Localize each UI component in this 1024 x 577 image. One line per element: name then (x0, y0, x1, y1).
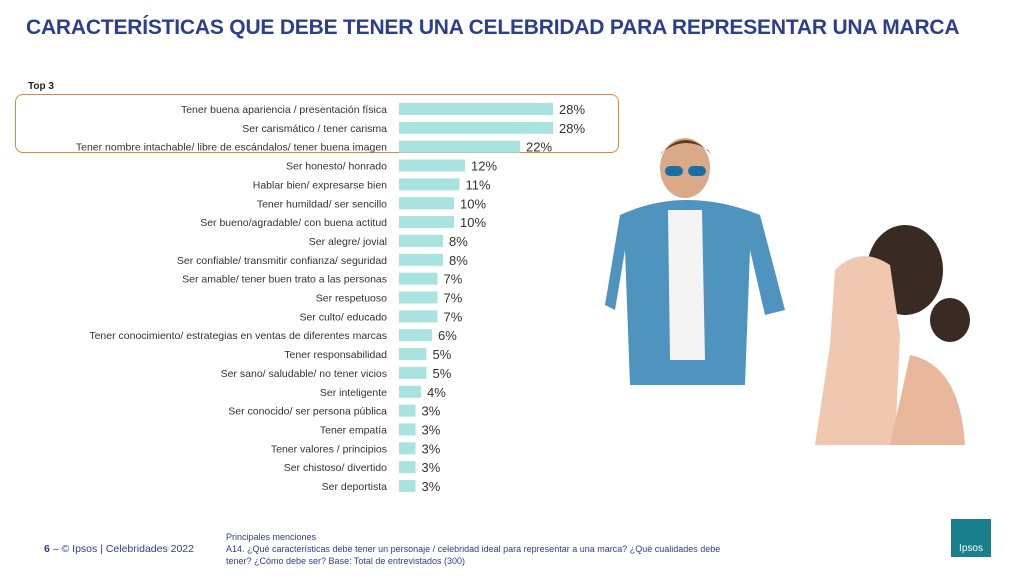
bar (399, 348, 427, 361)
category-label: Tener empatía (320, 424, 387, 436)
bar (399, 272, 438, 285)
page-number: 6 (44, 543, 50, 555)
category-label: Ser deportista (322, 481, 388, 493)
data-label: 6% (438, 328, 457, 343)
category-label: Ser culto/ educado (299, 311, 387, 323)
woman-photo (815, 225, 970, 445)
category-label: Ser amable/ tener buen trato a las perso… (182, 274, 387, 286)
category-label: Ser carismático / tener carisma (242, 123, 387, 135)
bar (399, 442, 416, 455)
data-label: 22% (526, 140, 552, 155)
footer-note: Principales menciones A14. ¿Qué caracter… (226, 531, 746, 567)
slide-title: CARACTERÍSTICAS QUE DEBE TENER UNA CELEB… (26, 16, 960, 39)
category-label: Tener responsabilidad (284, 349, 387, 361)
data-label: 28% (559, 121, 585, 136)
category-label: Ser conocido/ ser persona pública (228, 406, 387, 418)
data-label: 3% (422, 460, 441, 475)
source-text: – © Ipsos | Celebridades 2022 (52, 543, 194, 555)
bar (399, 103, 553, 115)
bar (399, 253, 443, 266)
data-label: 8% (449, 253, 468, 268)
data-label: 3% (422, 441, 441, 456)
bar-chart: Tener buena apariencia / presentación fí… (76, 102, 586, 494)
data-label: 3% (422, 479, 441, 494)
note-text: A14. ¿Qué características debe tener un … (226, 544, 721, 566)
bar (399, 234, 443, 247)
top3-highlight-box (15, 94, 619, 153)
bar (399, 404, 416, 417)
category-label: Ser honesto/ honrado (286, 161, 387, 173)
category-label: Ser bueno/agradable/ con buena actitud (200, 217, 387, 229)
man-photo (605, 138, 785, 385)
bar (399, 216, 454, 229)
chart-subtitle: Top 3 (28, 81, 54, 92)
category-label: Hablar bien/ expresarse bien (253, 179, 387, 191)
ipsos-logo: Ipsos (951, 519, 991, 557)
category-label: Tener conocimiento/ estrategias en venta… (89, 330, 387, 342)
bar (399, 423, 416, 436)
bar (399, 291, 438, 304)
data-label: 12% (471, 159, 497, 174)
data-label: 3% (422, 422, 441, 437)
data-label: 8% (449, 234, 468, 249)
bar (399, 385, 421, 398)
bar (399, 310, 438, 323)
category-label: Ser respetuoso (316, 293, 387, 305)
data-label: 28% (559, 102, 585, 117)
data-label: 7% (444, 309, 463, 324)
bar (399, 121, 553, 134)
data-label: 7% (444, 272, 463, 287)
category-label: Tener nombre intachable/ libre de escánd… (76, 142, 387, 154)
data-label: 5% (433, 366, 452, 381)
data-label: 10% (460, 215, 486, 230)
category-label: Tener buena apariencia / presentación fí… (181, 104, 387, 116)
data-label: 10% (460, 196, 486, 211)
category-label: Ser confiable/ transmitir confianza/ seg… (177, 255, 387, 267)
bar (399, 366, 427, 379)
data-label: 7% (444, 291, 463, 306)
category-label: Ser alegre/ jovial (309, 236, 387, 248)
data-label: 11% (466, 177, 491, 192)
category-label: Tener humildad/ ser sencillo (257, 198, 387, 210)
bar (399, 197, 454, 210)
category-label: Tener valores / principios (271, 443, 387, 455)
note-title: Principales menciones (226, 532, 317, 542)
bar (399, 480, 416, 492)
bar (399, 140, 520, 153)
bar (399, 461, 416, 474)
data-label: 5% (433, 347, 452, 362)
footer-source: 6 – © Ipsos | Celebridades 2022 (44, 543, 194, 555)
category-label: Ser chistoso/ divertido (284, 462, 387, 474)
bar (399, 178, 460, 191)
data-label: 4% (427, 385, 446, 400)
data-label: 3% (422, 404, 441, 419)
bar (399, 159, 465, 172)
bar (399, 329, 432, 342)
category-label: Ser inteligente (320, 387, 387, 399)
category-label: Ser sano/ saludable/ no tener vicios (221, 368, 387, 380)
